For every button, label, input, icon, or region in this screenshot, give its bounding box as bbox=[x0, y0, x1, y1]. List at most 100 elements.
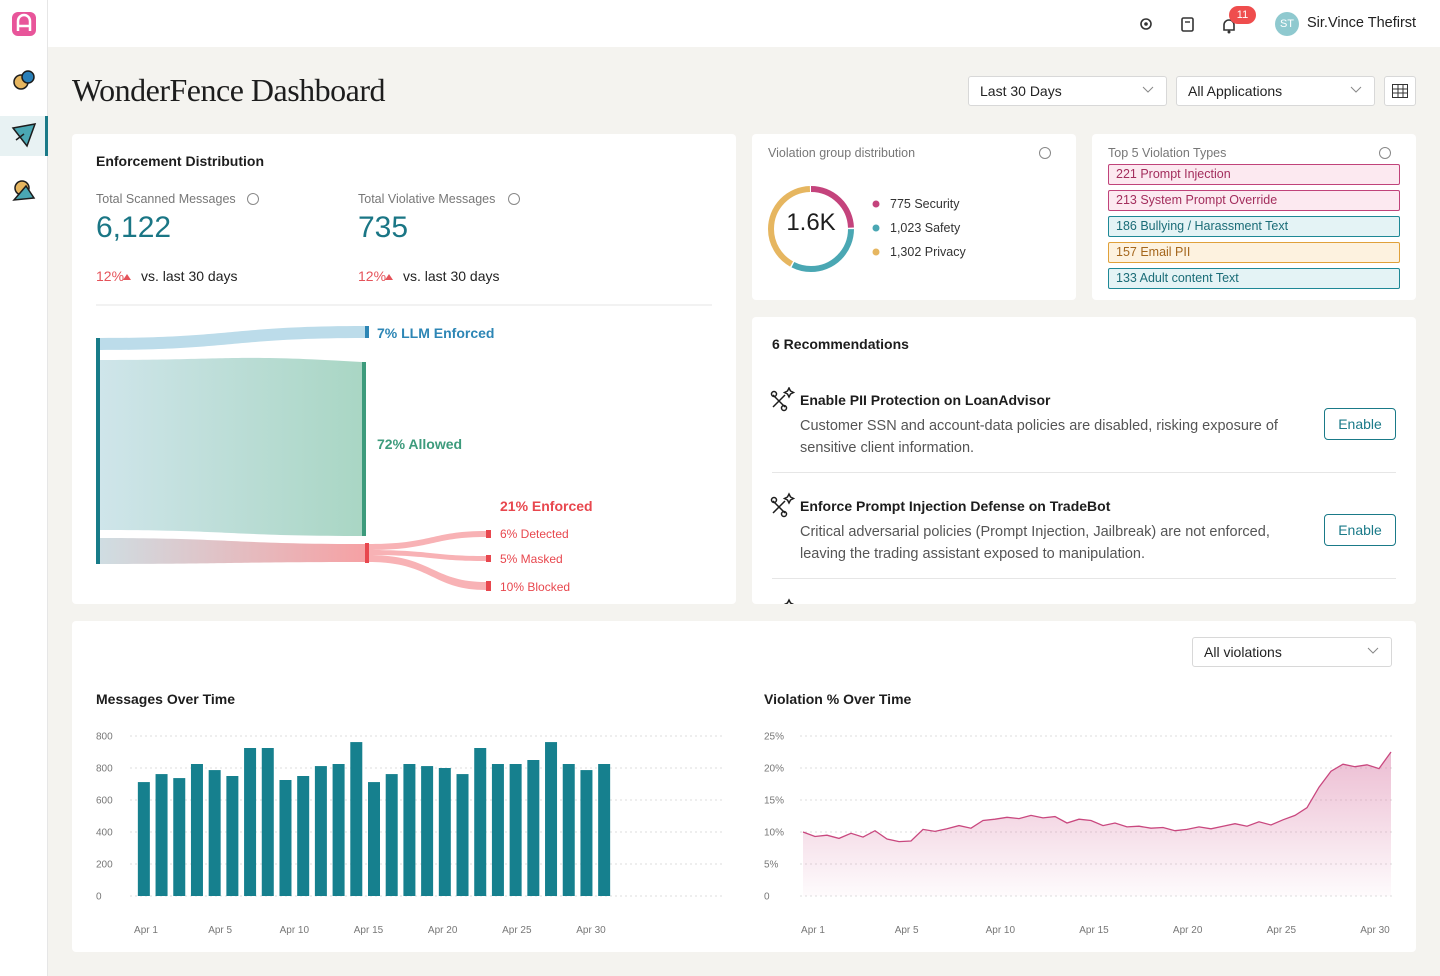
metric-change: 12% bbox=[96, 268, 125, 284]
chevron bbox=[1367, 647, 1379, 654]
bar bbox=[368, 782, 380, 896]
table-view-button[interactable] bbox=[1384, 76, 1416, 106]
recommendations-card: 6 Recommendations Enable PII Protection … bbox=[752, 317, 1416, 604]
x-tick-label: Apr 15 bbox=[1079, 925, 1109, 936]
bar bbox=[332, 764, 345, 896]
metric-change: 12% bbox=[358, 268, 387, 284]
bar bbox=[350, 742, 363, 896]
legend-dot bbox=[872, 224, 880, 232]
bar bbox=[261, 748, 274, 896]
bar bbox=[562, 764, 575, 896]
violation-tag: 221 Prompt Injection bbox=[1108, 164, 1400, 185]
card-title: Enforcement Distribution bbox=[96, 153, 265, 169]
divider bbox=[772, 578, 1396, 579]
recommendation-description: Customer SSN and account-data policies a… bbox=[800, 418, 1278, 456]
enable-button[interactable]: Enable bbox=[1324, 408, 1396, 440]
nav-item[interactable] bbox=[11, 123, 37, 148]
docs-icon[interactable] bbox=[1181, 17, 1194, 32]
sankey-label: 6% Detected bbox=[500, 527, 569, 541]
sidebar-icons bbox=[0, 12, 48, 201]
donut-segment bbox=[768, 186, 854, 272]
logo-mark bbox=[16, 13, 32, 31]
y-tick-label: 0 bbox=[96, 892, 102, 903]
info-icons bbox=[247, 193, 520, 205]
dropdown-value: All violations bbox=[1204, 644, 1282, 660]
bar bbox=[279, 780, 292, 896]
recommendation-description: Critical adversarial policies (Prompt In… bbox=[800, 524, 1270, 562]
line bbox=[802, 751, 1392, 843]
bar bbox=[598, 764, 611, 896]
recommendation-title: Enforce Prompt Injection Defense on Trad… bbox=[800, 498, 1111, 514]
bar bbox=[580, 770, 593, 896]
y-tick-label: 5% bbox=[764, 860, 779, 871]
bar bbox=[527, 760, 540, 896]
chart-title: Violation % Over Time bbox=[764, 691, 912, 707]
legend-label: 775 Security bbox=[890, 197, 960, 211]
violation-group-card: Violation group distribution 1.6K 775 Se… bbox=[752, 134, 1076, 300]
y-tick-label: 10% bbox=[764, 828, 784, 839]
x-tick-label: Apr 30 bbox=[576, 925, 606, 936]
bar bbox=[421, 766, 434, 896]
violation-tag: 133 Adult content Text bbox=[1108, 268, 1400, 289]
bar bbox=[226, 776, 239, 896]
y-tick-label: 600 bbox=[96, 796, 113, 807]
metric-value: 735 bbox=[358, 211, 409, 244]
y-tick-label: 800 bbox=[96, 764, 113, 775]
x-tick-label: Apr 20 bbox=[428, 925, 458, 936]
nav-active-bar bbox=[45, 116, 48, 156]
sankey-label: 10% Blocked bbox=[500, 580, 570, 594]
sankey-label: 5% Masked bbox=[500, 552, 563, 566]
chart-title: Messages Over Time bbox=[96, 691, 236, 707]
donut-total: 1.6K bbox=[786, 209, 835, 236]
bar bbox=[244, 748, 257, 896]
sidebar bbox=[0, 0, 48, 976]
metric-value: 6,122 bbox=[96, 211, 172, 244]
notification-badge: 11 bbox=[1229, 6, 1256, 24]
charts-card: All violations Messages Over Time Violat… bbox=[72, 621, 1416, 952]
user-name[interactable]: Sir.Vince Thefirst bbox=[1307, 15, 1417, 31]
sankey bbox=[96, 326, 491, 591]
bar bbox=[509, 764, 522, 896]
sankey-label: 21% Enforced bbox=[500, 498, 593, 514]
avatar[interactable]: ST bbox=[1275, 12, 1299, 36]
bar bbox=[208, 770, 221, 896]
info-icon bbox=[1039, 147, 1051, 159]
bar bbox=[456, 774, 469, 896]
legend-label: 1,302 Privacy bbox=[890, 245, 966, 259]
enable-button[interactable]: Enable bbox=[1324, 514, 1396, 546]
x-tick-label: Apr 5 bbox=[208, 925, 232, 936]
x-tick-label: Apr 20 bbox=[1173, 925, 1203, 936]
topbar bbox=[48, 0, 1440, 47]
card-title: Violation group distribution bbox=[768, 146, 916, 160]
application-dropdown[interactable]: All Applications bbox=[1176, 76, 1375, 106]
donut-segment bbox=[768, 186, 854, 272]
enforcement-card: Enforcement Distribution Total Scanned M… bbox=[72, 134, 736, 604]
nav-item[interactable] bbox=[13, 70, 35, 90]
dropdown-value: All Applications bbox=[1188, 83, 1283, 99]
x-tick-label: Apr 10 bbox=[986, 925, 1016, 936]
metric-label: Total Scanned Messages bbox=[96, 192, 236, 206]
settings-icon[interactable] bbox=[1140, 18, 1152, 30]
y-tick-label: 25% bbox=[764, 732, 784, 743]
donut-segment bbox=[768, 186, 854, 272]
x-tick-label: Apr 10 bbox=[280, 925, 310, 936]
violation-tag: 157 Email PII bbox=[1108, 242, 1400, 263]
period-dropdown[interactable]: Last 30 Days bbox=[968, 76, 1167, 106]
bar bbox=[155, 774, 168, 896]
y-tick-label: 400 bbox=[96, 828, 113, 839]
dropdown-value: Last 30 Days bbox=[980, 83, 1062, 99]
trend-arrows bbox=[123, 274, 393, 280]
area bbox=[803, 752, 1391, 896]
metric-label: Total Violative Messages bbox=[358, 192, 496, 206]
bar bbox=[190, 764, 203, 896]
violation-filter-dropdown[interactable]: All violations bbox=[1192, 637, 1392, 667]
legend-dot bbox=[872, 200, 880, 208]
bar bbox=[137, 782, 150, 896]
y-tick-label: 200 bbox=[96, 860, 113, 871]
legend-label: 1,023 Safety bbox=[890, 221, 961, 235]
nav-item[interactable] bbox=[12, 180, 36, 201]
x-tick-label: Apr 1 bbox=[134, 925, 158, 936]
x-tick-label: Apr 25 bbox=[502, 925, 532, 936]
bar bbox=[403, 764, 416, 896]
